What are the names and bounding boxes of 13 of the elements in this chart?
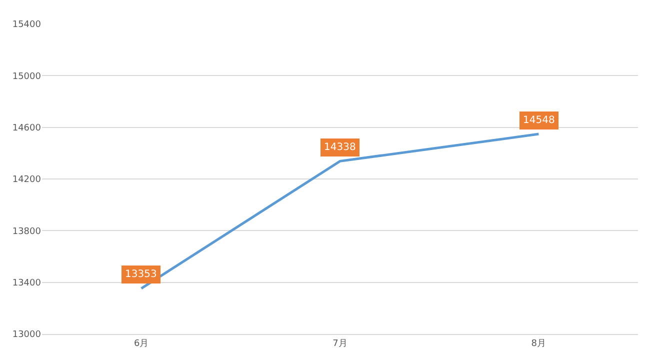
y-tick-label: 14600: [12, 123, 42, 134]
y-tick-label: 14200: [12, 175, 42, 186]
x-tick-label: 6月: [134, 338, 149, 349]
y-tick-label: 15000: [12, 72, 42, 82]
data-label: 14548: [523, 115, 555, 126]
y-tick-label: 15400: [12, 20, 42, 30]
y-tick-label: 13800: [12, 226, 42, 237]
data-label: 14338: [324, 142, 356, 153]
y-tick-label: 13000: [12, 330, 42, 340]
y-tick-label: 13400: [12, 278, 42, 288]
x-tick-label: 8月: [531, 338, 546, 349]
data-label: 13353: [125, 269, 157, 280]
x-tick-label: 7月: [332, 338, 348, 349]
